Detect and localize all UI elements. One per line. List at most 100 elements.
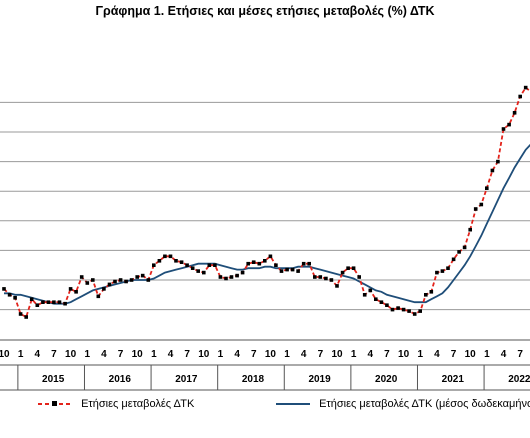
- month-tick-label: 1: [84, 349, 90, 360]
- series-layer: [2, 85, 530, 319]
- data-point-marker: [224, 276, 228, 281]
- month-tick-label: 1: [351, 349, 357, 360]
- data-point-marker: [246, 261, 250, 266]
- data-point-marker: [385, 303, 389, 307]
- data-point-marker: [7, 293, 12, 297]
- data-point-marker: [163, 254, 167, 259]
- data-point-marker: [340, 270, 345, 275]
- data-point-marker: [296, 269, 300, 273]
- data-point-marker: [185, 263, 189, 267]
- data-point-marker: [229, 275, 234, 279]
- data-point-marker: [152, 263, 156, 267]
- month-tick-label: 4: [35, 349, 41, 360]
- month-tick-label: 4: [168, 349, 174, 360]
- data-point-marker: [451, 257, 456, 262]
- data-point-marker: [346, 266, 350, 270]
- data-point-marker: [63, 301, 67, 306]
- data-point-marker: [52, 300, 56, 304]
- month-tick-label: 7: [451, 349, 457, 360]
- data-point-marker: [2, 287, 6, 291]
- legend-label-average: Ετήσιες μεταβολές ΔΤΚ (μέσος δωδεκαμήνου…: [319, 398, 530, 410]
- data-point-marker: [268, 254, 273, 259]
- month-tick-label: 7: [118, 349, 124, 360]
- month-tick-label: 7: [251, 349, 257, 360]
- year-tick-label: 2017: [175, 374, 198, 385]
- data-point-marker: [13, 296, 17, 300]
- data-point-marker: [257, 261, 262, 266]
- x-axis-frame: [0, 339, 530, 391]
- year-tick-label: 2021: [442, 374, 465, 385]
- data-point-marker: [507, 122, 511, 127]
- data-point-marker: [401, 307, 406, 312]
- data-point-marker: [523, 85, 528, 90]
- data-point-marker: [473, 207, 478, 211]
- month-tick-label: 10: [132, 349, 144, 360]
- year-tick-label: 2018: [242, 374, 265, 385]
- data-point-marker: [496, 159, 500, 164]
- data-point-marker: [102, 287, 106, 291]
- data-point-marker: [512, 111, 517, 115]
- data-point-marker: [113, 279, 117, 284]
- month-tick-label: 1: [18, 349, 24, 360]
- data-point-marker: [202, 270, 206, 275]
- chart-title: Γράφημα 1. Ετήσιες και μέσες ετήσιες μετ…: [95, 4, 435, 18]
- month-tick-label: 1: [218, 349, 224, 360]
- data-point-marker: [379, 300, 384, 304]
- data-point-marker: [290, 267, 295, 272]
- data-point-marker: [485, 186, 489, 190]
- data-point-marker: [74, 290, 78, 294]
- data-point-marker: [57, 300, 62, 304]
- month-tick-label: 10: [465, 349, 477, 360]
- month-tick-label: 7: [184, 349, 190, 360]
- month-tick-label: 7: [384, 349, 390, 360]
- data-point-marker: [335, 284, 339, 288]
- data-point-marker: [468, 227, 472, 232]
- data-point-marker: [479, 202, 484, 207]
- month-tick-label: 1: [284, 349, 290, 360]
- data-point-marker: [274, 263, 278, 267]
- data-point-marker: [318, 275, 323, 279]
- data-point-marker: [313, 275, 317, 279]
- data-point-marker: [24, 315, 28, 319]
- year-tick-label: 2015: [42, 374, 65, 385]
- month-tick-label: 4: [234, 349, 240, 360]
- data-point-marker: [85, 281, 90, 285]
- data-point-marker: [263, 259, 267, 263]
- data-point-marker: [490, 168, 495, 173]
- data-point-marker: [168, 254, 173, 259]
- data-point-marker: [29, 297, 34, 301]
- data-point-marker: [329, 278, 334, 282]
- legend-entry-average: Ετήσιες μεταβολές ΔΤΚ (μέσος δωδεκαμήνου…: [276, 398, 530, 410]
- month-tick-label: 1: [151, 349, 157, 360]
- data-point-marker: [279, 269, 284, 273]
- data-point-marker: [462, 245, 467, 250]
- legend-swatch-solid: [276, 403, 310, 406]
- gridlines: [0, 101, 530, 311]
- x-tick-labels: 10 1 4 7 10 1 4 7 10 1 4 7 10 1 4 7 10 1 4 7 10 1 4 7 10 1 4 7 10 1 4 7…: [0, 349, 530, 385]
- month-tick-label: 4: [301, 349, 307, 360]
- data-point-marker: [118, 278, 123, 282]
- month-tick-label: 1: [417, 349, 423, 360]
- month-tick-label: 10: [265, 349, 277, 360]
- data-point-marker: [235, 273, 239, 278]
- data-point-marker: [174, 259, 178, 263]
- data-point-marker: [407, 309, 411, 313]
- data-point-marker: [374, 297, 378, 301]
- data-point-marker: [107, 282, 112, 287]
- data-point-marker: [157, 259, 162, 263]
- data-point-marker: [518, 94, 522, 99]
- month-tick-label: 4: [368, 349, 374, 360]
- data-point-marker: [301, 261, 306, 266]
- data-point-marker: [435, 270, 439, 275]
- data-point-marker: [146, 278, 151, 282]
- data-point-marker: [35, 303, 40, 307]
- data-point-marker: [429, 290, 434, 294]
- data-point-marker: [424, 293, 428, 297]
- data-point-marker: [129, 278, 134, 282]
- data-point-marker: [179, 260, 184, 264]
- month-tick-label: 1: [484, 349, 490, 360]
- data-point-marker: [196, 269, 200, 273]
- year-tick-label: 2019: [308, 374, 331, 385]
- data-point-marker: [124, 279, 128, 284]
- data-point-marker: [46, 300, 51, 304]
